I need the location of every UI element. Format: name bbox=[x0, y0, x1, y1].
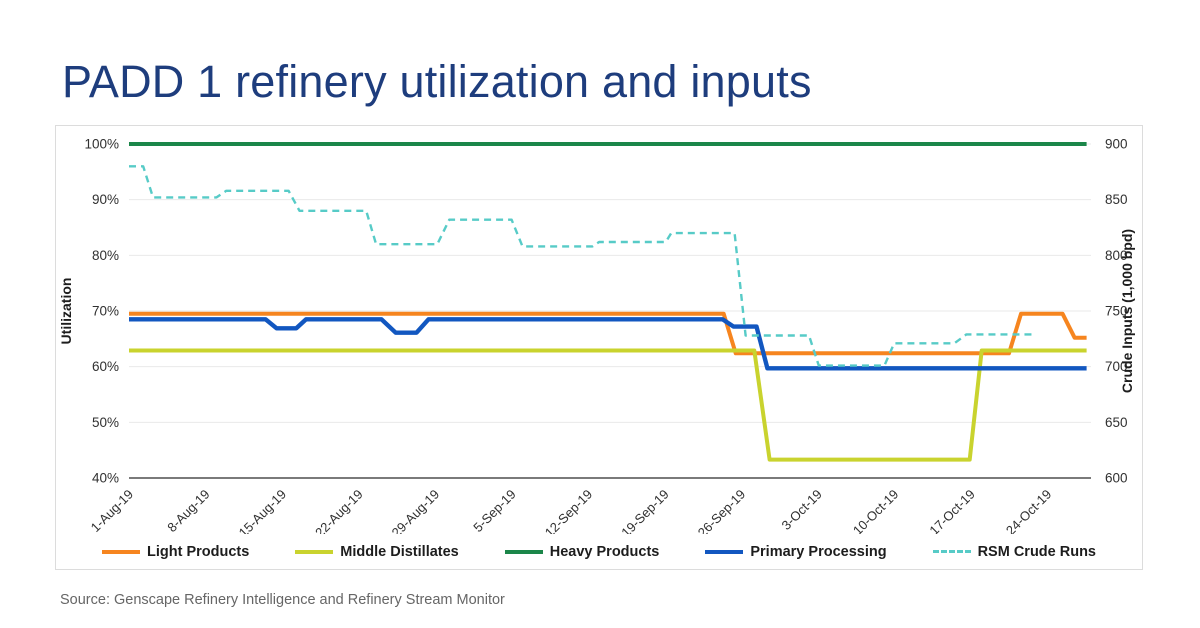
x-axis-tick-1-aug-19: 1-Aug-19 bbox=[88, 487, 136, 534]
chart-legend: Light Products Middle Distillates Heavy Pr… bbox=[56, 534, 1142, 569]
legend-swatch-primary-processing bbox=[705, 549, 744, 554]
page-title: PADD 1 refinery utilization and inputs bbox=[62, 56, 812, 108]
legend-swatch-light-products bbox=[101, 549, 140, 554]
legend-swatch-middle-distillates bbox=[295, 549, 334, 554]
x-axis-tick-22-aug-19: 22-Aug-19 bbox=[312, 487, 366, 534]
right-axis-tick-700: 700 bbox=[1105, 359, 1128, 374]
right-axis-tick-750: 750 bbox=[1105, 304, 1128, 319]
utilization-inputs-chart: 100% 900 90% 850 80% 800 70% 750 60% 700 50% 650 40%… bbox=[58, 137, 1135, 535]
left-axis-title: Utilization bbox=[58, 278, 74, 345]
left-axis-tick-40: 40% bbox=[92, 471, 119, 486]
x-axis-tick-19-sep-19: 19-Sep-19 bbox=[618, 487, 672, 534]
x-axis-tick-17-oct-19: 17-Oct-19 bbox=[926, 487, 977, 534]
right-axis-title: Crude Inputs (1,000 bpd) bbox=[1119, 229, 1135, 393]
left-axis-tick-50: 50% bbox=[92, 415, 119, 430]
right-axis-tick-600: 600 bbox=[1105, 471, 1128, 486]
left-axis-tick-90: 90% bbox=[92, 192, 119, 207]
x-axis-tick-24-oct-19: 24-Oct-19 bbox=[1003, 487, 1054, 534]
left-axis-tick-80: 80% bbox=[92, 248, 119, 263]
series-rsm-crude-runs-line bbox=[129, 165, 1032, 367]
legend-item-middle-distillates: Middle Distillates bbox=[295, 543, 459, 560]
x-axis-tick-15-aug-19: 15-Aug-19 bbox=[236, 487, 290, 534]
legend-item-rsm-crude-runs: RSM Crude Runs bbox=[932, 543, 1096, 560]
legend-label: Light Products bbox=[146, 543, 250, 560]
x-axis-tick-26-sep-19: 26-Sep-19 bbox=[695, 487, 749, 534]
x-axis-tick-5-sep-19: 5-Sep-19 bbox=[470, 487, 518, 534]
legend-label: Primary Processing bbox=[750, 543, 887, 560]
right-axis-tick-850: 850 bbox=[1105, 192, 1128, 207]
right-axis-tick-650: 650 bbox=[1105, 415, 1128, 430]
legend-label: Heavy Products bbox=[549, 543, 660, 560]
right-axis-tick-800: 800 bbox=[1105, 248, 1128, 263]
legend-item-light-products: Light Products bbox=[101, 543, 250, 560]
x-axis-tick-29-aug-19: 29-Aug-19 bbox=[389, 487, 443, 534]
legend-swatch-rsm-crude-runs bbox=[932, 550, 971, 553]
x-axis-tick-12-sep-19: 12-Sep-19 bbox=[542, 487, 596, 534]
series-primary-processing-line bbox=[129, 317, 1087, 371]
series-middle-distillates-line bbox=[129, 348, 1087, 462]
x-axis-tick-8-aug-19: 8-Aug-19 bbox=[164, 487, 212, 534]
legend-item-heavy-products: Heavy Products bbox=[504, 543, 660, 560]
right-axis-tick-900: 900 bbox=[1105, 137, 1128, 152]
legend-swatch-heavy-products bbox=[504, 549, 543, 554]
left-axis-tick-60: 60% bbox=[92, 359, 119, 374]
x-axis-tick-3-oct-19: 3-Oct-19 bbox=[778, 487, 824, 533]
chart-panel: 100% 900 90% 850 80% 800 70% 750 60% 700 50% 650 40%… bbox=[55, 125, 1143, 570]
legend-item-primary-processing: Primary Processing bbox=[705, 543, 887, 560]
left-axis-tick-100: 100% bbox=[84, 137, 119, 152]
x-axis-tick-10-oct-19: 10-Oct-19 bbox=[850, 487, 901, 534]
left-axis-tick-70: 70% bbox=[92, 304, 119, 319]
legend-label: Middle Distillates bbox=[340, 543, 459, 560]
legend-label: RSM Crude Runs bbox=[977, 543, 1096, 560]
source-note: Source: Genscape Refinery Intelligence a… bbox=[60, 592, 505, 608]
